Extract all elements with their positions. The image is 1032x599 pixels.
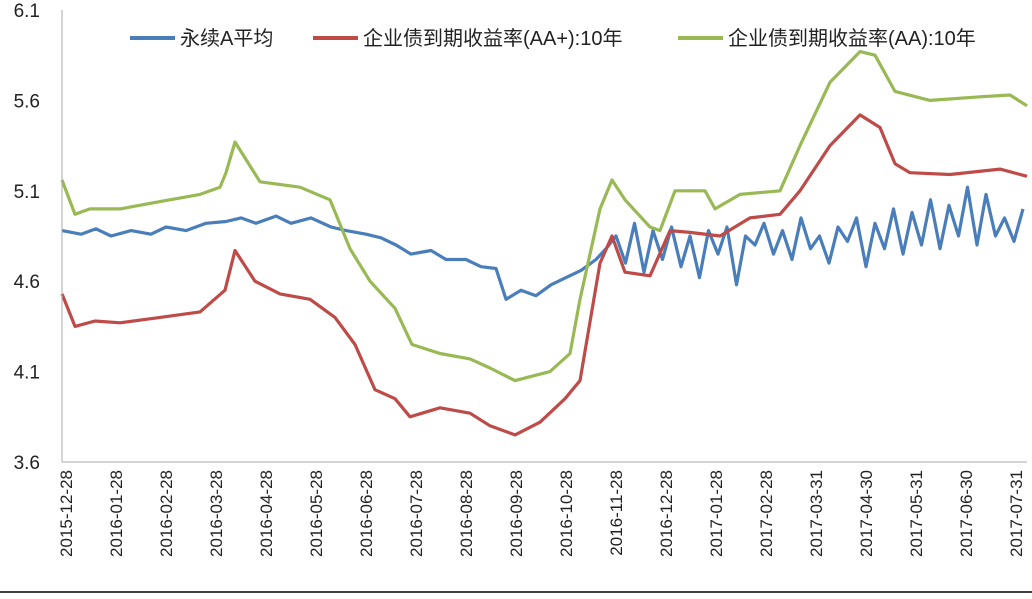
x-tick-label: 2017-05-31	[907, 470, 926, 557]
legend-label-1: 企业债到期收益率(AA+):10年	[363, 27, 622, 50]
x-tick-label: 2017-01-28	[707, 470, 726, 557]
x-tick-label: 2016-03-28	[207, 470, 226, 557]
legend-label-0: 永续A平均	[180, 27, 273, 50]
x-tick-label: 2017-06-30	[957, 470, 976, 557]
series-lines	[60, 49, 1028, 437]
x-tick-label: 2016-07-28	[407, 470, 426, 557]
x-tick-label: 2017-04-30	[857, 470, 876, 557]
x-tick-label: 2015-12-28	[57, 470, 76, 557]
legend-label-2: 企业债到期收益率(AA):10年	[728, 27, 976, 50]
series-line-1	[60, 113, 1028, 437]
x-tick-label: 2016-02-28	[157, 470, 176, 557]
series-line-2	[60, 49, 1028, 383]
y-tick-label: 3.6	[14, 453, 40, 474]
x-tick-label: 2016-08-28	[457, 470, 476, 557]
series-line-0	[61, 185, 1025, 301]
x-tick-label: 2016-12-28	[657, 470, 676, 557]
x-tick-label: 2016-01-28	[107, 470, 126, 557]
x-tick-label: 2016-06-28	[357, 470, 376, 557]
y-axis-ticks: 3.6 4.1 4.6 5.1 5.6 6.1	[14, 1, 40, 474]
x-tick-label: 2017-03-31	[807, 470, 826, 557]
x-tick-label: 2016-04-28	[257, 470, 276, 557]
y-tick-label: 6.1	[14, 1, 40, 22]
x-tick-label: 2017-07-31	[1007, 470, 1026, 557]
x-tick-label: 2016-10-28	[557, 470, 576, 557]
y-tick-label: 5.1	[14, 182, 40, 203]
x-axis-ticks: 2015-12-28 2016-01-28 2016-02-28 2016-03-28…	[57, 470, 1026, 557]
x-tick-label: 2016-11-28	[607, 470, 626, 556]
y-tick-label: 5.6	[14, 91, 40, 112]
x-tick-label: 2016-05-28	[307, 470, 326, 557]
y-tick-label: 4.6	[14, 272, 40, 293]
x-tick-label: 2016-09-28	[507, 470, 526, 557]
y-tick-label: 4.1	[14, 363, 40, 384]
x-tick-label: 2017-02-28	[757, 470, 776, 557]
legend: 永续A平均 企业债到期收益率(AA+):10年 企业债到期收益率(AA):10年	[130, 27, 976, 50]
